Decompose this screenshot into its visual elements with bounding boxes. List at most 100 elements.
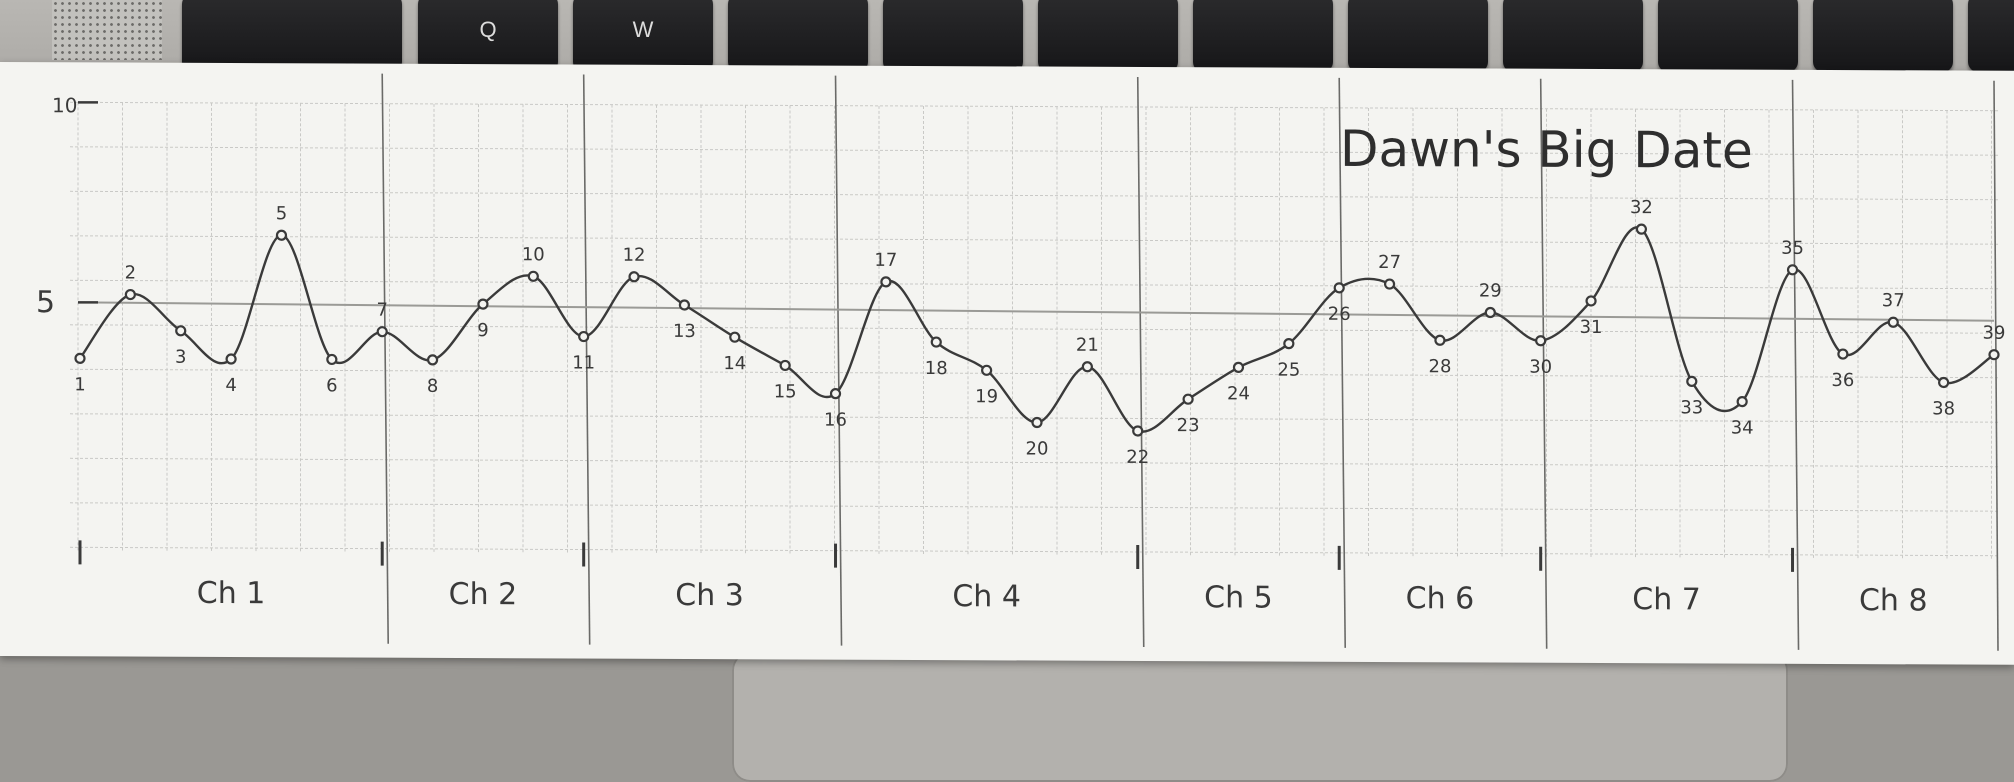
chapter-label: Ch 4 <box>952 579 1021 614</box>
grid-line-horizontal <box>70 236 2000 244</box>
point-label: 11 <box>572 352 595 373</box>
y-axis-layer: 105 <box>36 93 98 320</box>
point-label: 1 <box>74 374 85 395</box>
data-point <box>478 300 487 309</box>
grid-line-horizontal <box>70 102 2000 110</box>
point-label: 22 <box>1126 447 1149 468</box>
point-label: 8 <box>427 376 438 397</box>
data-point <box>378 327 387 336</box>
point-label: 10 <box>522 244 545 265</box>
data-point <box>227 354 236 363</box>
point-label: 15 <box>774 381 797 402</box>
reference-line <box>80 302 1994 320</box>
point-label: 32 <box>1630 197 1653 218</box>
point-label: 5 <box>276 203 287 224</box>
data-point <box>831 389 840 398</box>
keyboard-key <box>1658 0 1798 72</box>
point-label: 30 <box>1529 357 1552 378</box>
plot-line <box>80 221 1994 436</box>
data-point <box>881 277 890 286</box>
point-label: 27 <box>1378 252 1401 273</box>
story-arc-chart: 1234567891011121314151617181920212223242… <box>0 62 2014 665</box>
grid-line-horizontal <box>70 458 2000 466</box>
speaker-grille <box>52 0 162 60</box>
reference-line-layer <box>80 302 1994 320</box>
point-label: 2 <box>125 263 136 284</box>
data-point <box>1939 378 1948 387</box>
point-label: 4 <box>225 375 236 396</box>
data-point <box>176 326 185 335</box>
point-label: 25 <box>1277 360 1300 381</box>
data-point <box>428 355 437 364</box>
point-label: 28 <box>1428 356 1451 377</box>
plot-line-layer <box>80 221 1994 436</box>
point-label: 16 <box>824 410 847 431</box>
data-point <box>1738 397 1747 406</box>
data-point <box>76 354 85 363</box>
data-point <box>1133 426 1142 435</box>
point-label: 7 <box>376 300 387 321</box>
data-point <box>1385 280 1394 289</box>
chapter-label: Ch 2 <box>449 577 518 612</box>
data-point <box>1637 225 1646 234</box>
point-label: 19 <box>975 386 998 407</box>
point-label-layer: 1234567891011121314151617181920212223242… <box>74 190 2005 471</box>
keyboard-key <box>1348 0 1488 72</box>
data-point <box>1234 363 1243 372</box>
data-point <box>1033 418 1042 427</box>
y-tick-label: 5 <box>36 285 55 320</box>
data-point <box>529 272 538 281</box>
point-label: 37 <box>1882 290 1905 311</box>
point-label: 12 <box>623 245 646 266</box>
data-point <box>277 231 286 240</box>
data-point <box>327 355 336 364</box>
data-point <box>1486 308 1495 317</box>
data-point <box>1184 395 1193 404</box>
point-label: 20 <box>1026 438 1049 459</box>
grid-line-horizontal <box>70 325 2000 333</box>
point-label: 36 <box>1831 370 1854 391</box>
point-label: 33 <box>1680 397 1703 418</box>
data-point <box>680 300 689 309</box>
data-point <box>932 338 941 347</box>
keyboard-key <box>182 0 402 72</box>
data-point <box>1687 377 1696 386</box>
point-label: 29 <box>1479 280 1502 301</box>
keyboard-key-q: Q <box>418 0 558 72</box>
data-point <box>1838 350 1847 359</box>
data-point <box>126 290 135 299</box>
data-point <box>1990 350 1999 359</box>
keyboard-key <box>1813 0 1953 72</box>
chapter-label: Ch 8 <box>1859 583 1928 618</box>
chapter-label: Ch 5 <box>1204 580 1273 615</box>
point-label: 18 <box>925 358 948 379</box>
chapter-label: Ch 3 <box>675 578 744 613</box>
grid-line-horizontal <box>70 191 2000 199</box>
data-point <box>982 366 991 375</box>
point-label: 26 <box>1328 304 1351 325</box>
data-point <box>781 361 790 370</box>
point-label: 17 <box>874 250 897 271</box>
point-label: 23 <box>1177 415 1200 436</box>
grid-line-horizontal <box>70 503 2000 511</box>
data-point <box>630 272 639 281</box>
data-point <box>1587 296 1596 305</box>
keyboard-key <box>1038 0 1178 72</box>
grid-line-horizontal <box>70 280 2000 288</box>
keyboard-key <box>1503 0 1643 72</box>
keyboard-key <box>1968 0 2014 72</box>
data-point <box>579 332 588 341</box>
data-point <box>730 333 739 342</box>
keyboard-key-w: W <box>573 0 713 72</box>
data-point <box>1284 339 1293 348</box>
point-label: 24 <box>1227 383 1250 404</box>
point-label: 14 <box>723 353 746 374</box>
keyboard-key <box>728 0 868 72</box>
data-point <box>1083 362 1092 371</box>
data-point <box>1536 336 1545 345</box>
point-label: 31 <box>1580 317 1603 338</box>
grid-line-horizontal <box>70 547 2000 555</box>
chart-title: Dawn's Big Date <box>1340 120 1753 180</box>
